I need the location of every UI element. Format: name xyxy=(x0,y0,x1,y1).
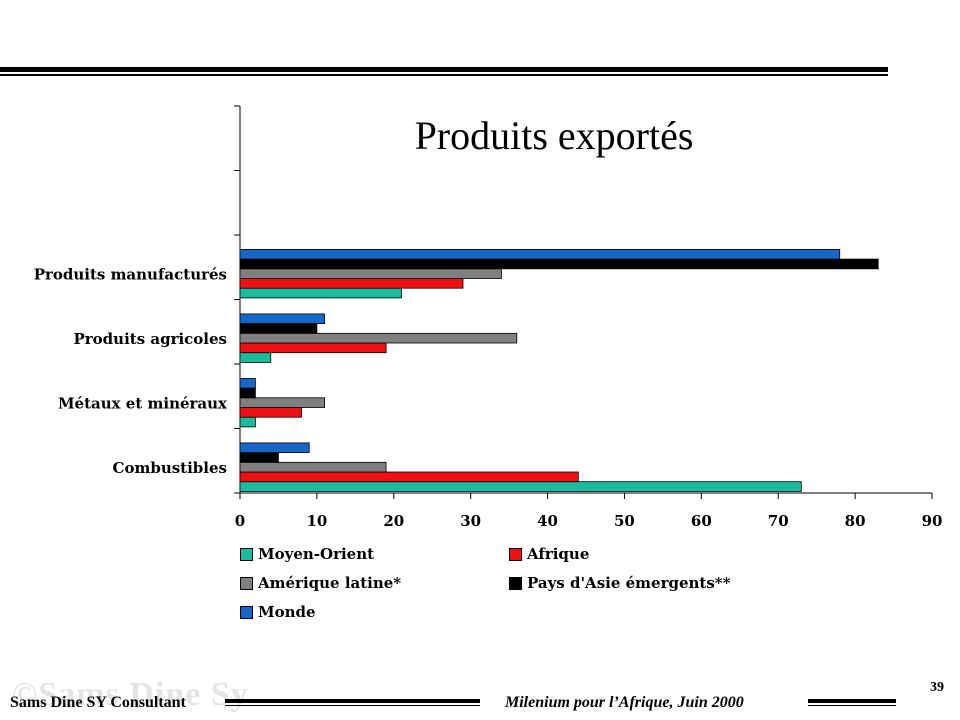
bar xyxy=(239,352,272,363)
bar xyxy=(239,258,879,270)
footer-rule-left-thin xyxy=(225,705,480,706)
x-tick-label: 50 xyxy=(614,512,635,530)
bar xyxy=(239,248,841,260)
legend-item: Afrique xyxy=(509,545,589,563)
x-tick-label: 40 xyxy=(537,512,558,530)
footer-event: Milenium pour l’Afrique, Juin 2000 xyxy=(505,694,744,711)
legend-item: Pays d'Asie émergents** xyxy=(509,574,730,592)
bar xyxy=(239,313,325,324)
page-number: 39 xyxy=(930,680,944,695)
x-tick-label: 20 xyxy=(383,512,404,530)
legend-item: Monde xyxy=(240,603,316,621)
x-tick-label: 30 xyxy=(460,512,481,530)
bar xyxy=(239,377,256,389)
legend-swatch xyxy=(240,576,253,590)
legend-label: Amérique latine* xyxy=(258,574,402,592)
category-label: Produits manufacturés xyxy=(34,266,227,284)
footer-rule-left-thick xyxy=(225,699,480,703)
chart-title: Produits exportés xyxy=(414,113,694,158)
legend-swatch xyxy=(240,605,253,619)
bar xyxy=(239,481,802,492)
bar xyxy=(239,278,464,289)
category-label: Produits agricoles xyxy=(73,330,227,348)
x-tick-label: 10 xyxy=(306,512,327,530)
legend-item: Amérique latine* xyxy=(240,574,401,592)
legend-item: Moyen-Orient xyxy=(240,545,374,563)
bar xyxy=(239,442,310,453)
x-tick-label: 90 xyxy=(922,512,943,530)
legend-label: Monde xyxy=(258,603,316,621)
bar xyxy=(239,287,402,299)
bar xyxy=(239,471,579,483)
legend-label: Moyen-Orient xyxy=(258,545,375,563)
category-label: Métaux et minéraux xyxy=(58,395,228,413)
footer-rule-right-thick xyxy=(808,699,896,703)
legend-swatch xyxy=(240,547,253,561)
bar xyxy=(239,332,518,344)
bar xyxy=(239,452,279,463)
legend-label: Afrique xyxy=(527,545,590,563)
bar xyxy=(239,416,256,428)
legend-label: Pays d'Asie émergents** xyxy=(527,574,731,592)
x-tick-label: 0 xyxy=(235,512,245,530)
top-rule-thick xyxy=(0,67,888,72)
footer-author: Sams Dine SY Consultant xyxy=(10,694,186,711)
bar xyxy=(239,323,318,334)
x-tick-label: 60 xyxy=(691,512,712,530)
bar-chart: 0 10 20 30 40 50 60 70 80 90 Produits manufacturés… xyxy=(34,105,943,530)
footer-rule-right-thin xyxy=(808,705,896,706)
x-tick-label: 80 xyxy=(845,512,866,530)
bar xyxy=(239,397,325,408)
legend-swatch xyxy=(509,547,522,561)
legend-swatch xyxy=(509,576,522,590)
bar xyxy=(239,268,502,279)
top-rule-thin xyxy=(0,74,888,76)
bar xyxy=(239,342,387,354)
x-tick-label: 70 xyxy=(768,512,789,530)
category-label: Combustibles xyxy=(113,459,227,477)
watermark: ©Sams Dine Sy xyxy=(12,676,249,713)
bar xyxy=(239,461,387,473)
bar xyxy=(239,407,302,418)
bar xyxy=(239,387,256,399)
